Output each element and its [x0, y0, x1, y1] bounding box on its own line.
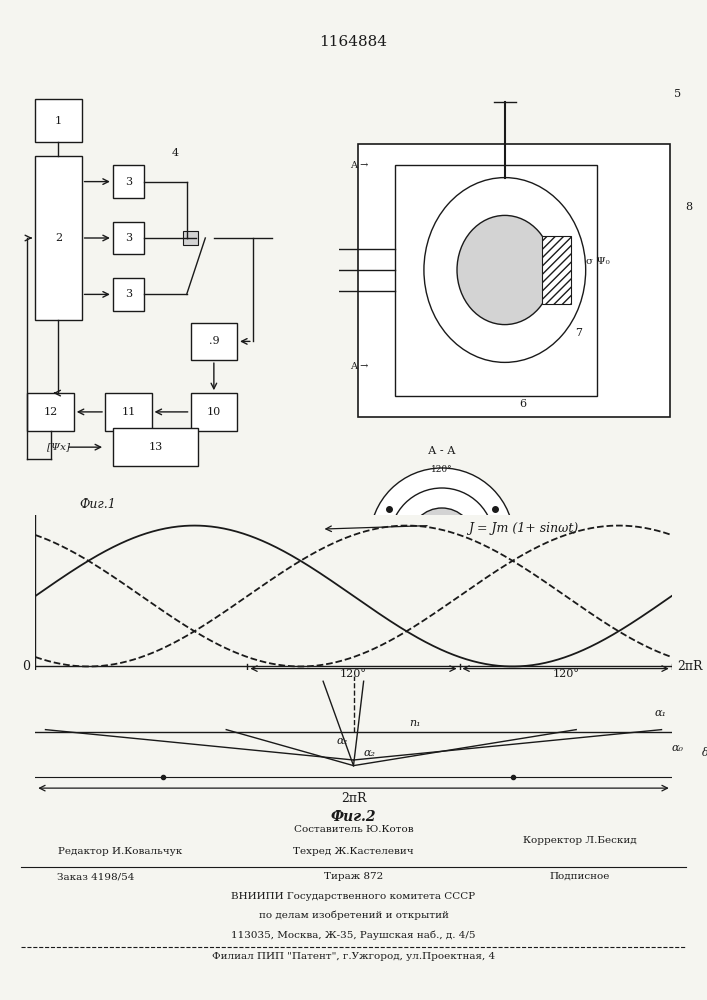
Text: 3: 3 [124, 233, 132, 243]
Text: Фиг.1: Фиг.1 [79, 498, 115, 511]
Bar [105, 393, 151, 431]
Text: A →: A → [351, 362, 368, 371]
Text: Тираж 872: Тираж 872 [324, 872, 383, 881]
Text: [Ψx]: [Ψx] [47, 443, 70, 452]
Text: A →: A → [351, 160, 368, 169]
Text: Заказ 4198/54: Заказ 4198/54 [57, 872, 134, 881]
Bar [191, 393, 238, 431]
Text: 1164884: 1164884 [320, 35, 387, 49]
Text: Составитель Ю.Котов: Составитель Ю.Котов [293, 825, 414, 834]
Text: 3: 3 [124, 177, 132, 187]
Bar [113, 165, 144, 198]
Bar [113, 278, 144, 311]
Text: 2πR: 2πR [341, 792, 366, 804]
Text: 5: 5 [674, 89, 681, 99]
Text: 2: 2 [54, 233, 62, 243]
Text: 120°: 120° [340, 669, 367, 679]
Text: 1: 1 [54, 115, 62, 125]
Bar [542, 236, 571, 304]
Text: Корректор Л.Бескид: Корректор Л.Бескид [523, 836, 636, 845]
Bar [28, 393, 74, 431]
Text: α₂: α₂ [363, 748, 375, 758]
Text: 12: 12 [43, 407, 58, 417]
Text: Филиал ПИП "Патент", г.Ужгород, ул.Проектная, 4: Филиал ПИП "Патент", г.Ужгород, ул.Проек… [212, 952, 495, 961]
Text: п₁: п₁ [409, 718, 421, 728]
Text: 120°: 120° [499, 576, 520, 585]
Text: 10: 10 [206, 407, 221, 417]
Bar [395, 165, 597, 396]
Bar [183, 231, 199, 245]
Text: А - А: А - А [428, 446, 455, 456]
Bar [358, 144, 670, 417]
Text: Техред Ж.Кастелевич: Техред Ж.Кастелевич [293, 847, 414, 856]
Text: 120°: 120° [363, 576, 385, 585]
Bar [113, 428, 198, 466]
Text: α₁: α₁ [655, 708, 667, 718]
Text: 4: 4 [171, 148, 179, 158]
Bar [35, 156, 82, 320]
Text: 6: 6 [520, 399, 527, 409]
Text: 3: 3 [124, 289, 132, 299]
Text: 11: 11 [121, 407, 136, 417]
Text: Фиг.2: Фиг.2 [331, 810, 376, 824]
Text: Подписное: Подписное [549, 872, 610, 881]
Text: 2πR: 2πR [677, 660, 702, 673]
Text: 113035, Москва, Ж-35, Раушская наб., д. 4/5: 113035, Москва, Ж-35, Раушская наб., д. … [231, 930, 476, 940]
Bar [191, 323, 238, 360]
Text: 120°: 120° [431, 465, 452, 474]
Text: Редактор И.Ковальчук: Редактор И.Ковальчук [58, 847, 182, 856]
Text: σ Ψ₀: σ Ψ₀ [585, 257, 609, 266]
Text: .9: .9 [209, 336, 219, 346]
Text: J = Jm (1+ sinωt): J = Jm (1+ sinωt) [468, 522, 578, 535]
Text: по делам изобретений и открытий: по делам изобретений и открытий [259, 911, 448, 920]
Text: α₁: α₁ [337, 736, 349, 746]
Circle shape [370, 468, 514, 612]
Text: δ: δ [702, 748, 707, 758]
Circle shape [457, 215, 553, 325]
Text: α₀: α₀ [672, 743, 684, 753]
Bar [35, 99, 82, 142]
Text: 8: 8 [685, 202, 692, 212]
Text: 13: 13 [148, 442, 163, 452]
Circle shape [390, 488, 494, 592]
Text: 7: 7 [575, 328, 582, 338]
Circle shape [410, 508, 474, 572]
Text: ВНИИПИ Государственного комитета СССР: ВНИИПИ Государственного комитета СССР [231, 892, 476, 901]
Text: 0: 0 [23, 660, 30, 673]
Text: 120°: 120° [552, 669, 579, 679]
Bar [113, 222, 144, 254]
Text: А: А [438, 540, 445, 548]
